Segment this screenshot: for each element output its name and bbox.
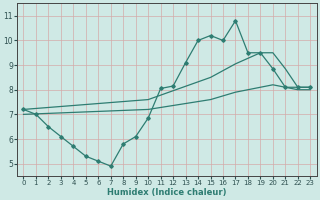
X-axis label: Humidex (Indice chaleur): Humidex (Indice chaleur) xyxy=(107,188,227,197)
